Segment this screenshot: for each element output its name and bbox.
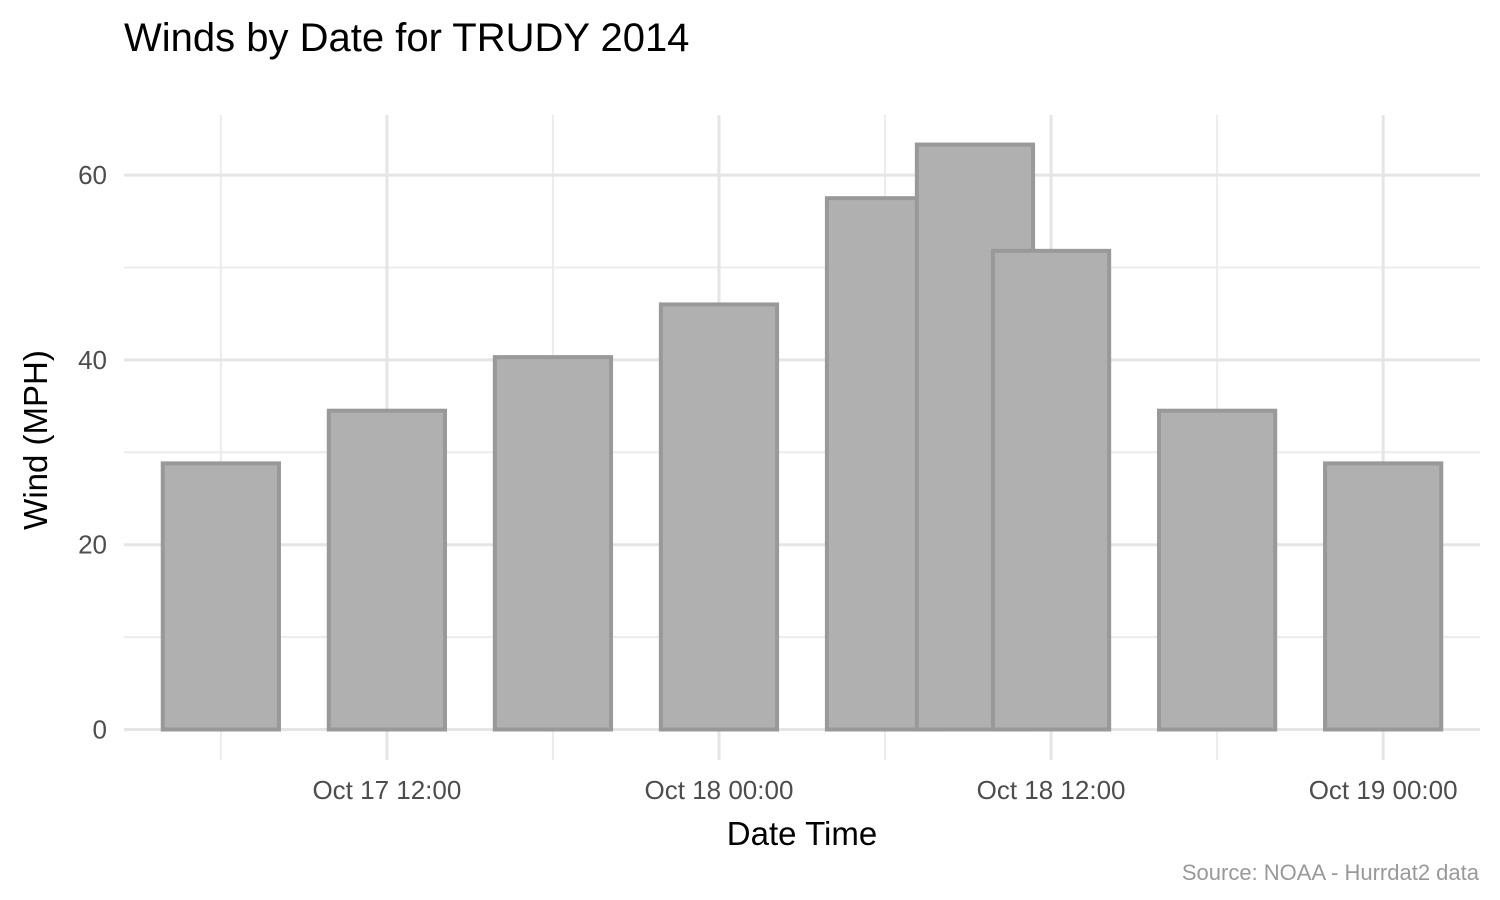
bar <box>160 461 281 732</box>
y-axis-ticks: 0 20 40 60 <box>78 160 107 744</box>
bar <box>658 302 780 732</box>
y-tick-label: 60 <box>78 160 107 190</box>
bar <box>990 248 1112 732</box>
x-tick-label: Oct 19 00:00 <box>1309 775 1458 805</box>
y-axis-title: Wind (MPH) <box>17 350 54 530</box>
bar <box>1323 461 1444 732</box>
source-caption: Source: NOAA - Hurrdat2 data <box>1182 860 1480 885</box>
bar <box>326 408 448 732</box>
bar <box>1156 408 1278 732</box>
y-tick-label: 0 <box>93 715 107 745</box>
x-tick-label: Oct 18 00:00 <box>645 775 794 805</box>
bar <box>492 355 614 732</box>
y-tick-label: 20 <box>78 530 107 560</box>
bars <box>160 142 1444 732</box>
y-tick-label: 40 <box>78 345 107 375</box>
x-tick-label: Oct 18 12:00 <box>977 775 1126 805</box>
x-axis-title: Date Time <box>727 815 877 852</box>
x-tick-label: Oct 17 12:00 <box>312 775 461 805</box>
chart-title: Winds by Date for TRUDY 2014 <box>124 16 689 60</box>
x-axis-ticks: Oct 17 12:00 Oct 18 00:00 Oct 18 12:00 Oct … <box>312 775 1457 805</box>
